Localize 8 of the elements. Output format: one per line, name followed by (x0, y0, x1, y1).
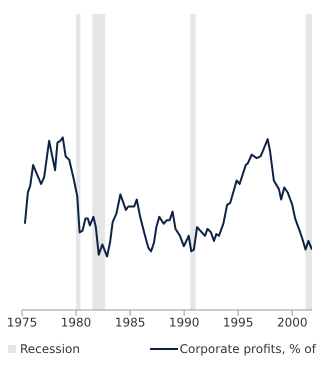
legend-label: Corporate profits, % of (178, 342, 316, 356)
x-tick-label: 1975 (6, 316, 38, 330)
x-tick-label: 1980 (60, 316, 92, 330)
x-tick-label: 1995 (222, 316, 254, 330)
x-tick-label: 2000 (276, 316, 308, 330)
legend-label: Recession (19, 342, 80, 356)
x-tick-label: 1990 (168, 316, 200, 330)
x-tick-label: 1985 (114, 316, 146, 330)
